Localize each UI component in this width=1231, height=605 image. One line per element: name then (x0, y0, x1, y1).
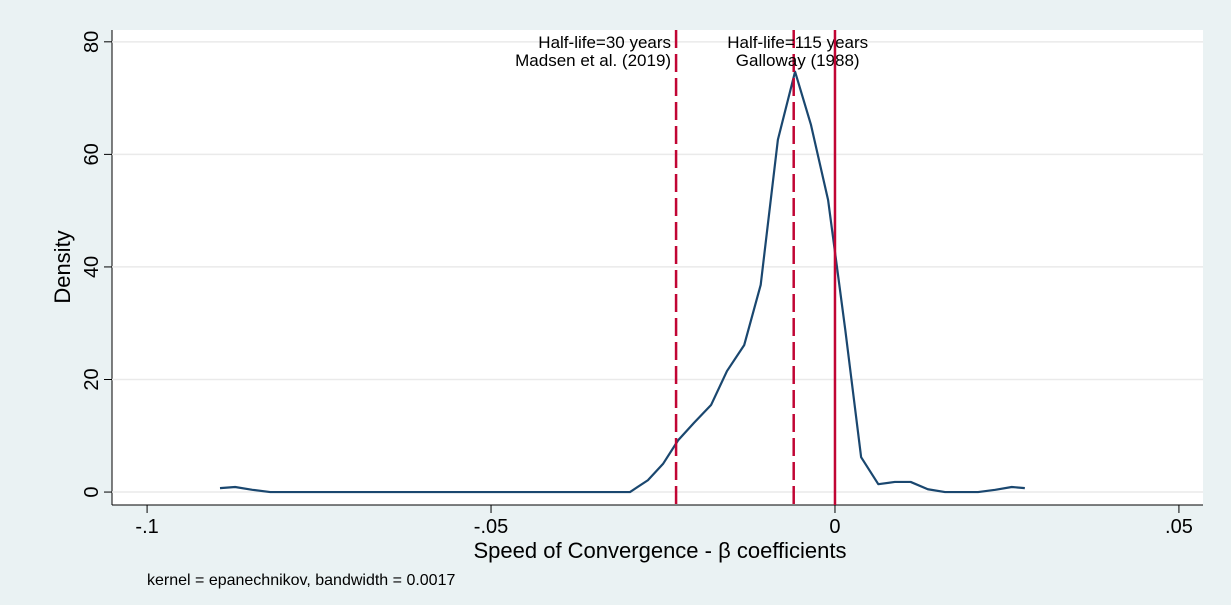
note: kernel = epanechnikov, bandwidth = 0.001… (147, 572, 455, 589)
x-axis-label: Speed of Convergence - β coefficients (473, 538, 846, 563)
y-tick-label: 40 (81, 256, 103, 278)
y-tick-label: 20 (81, 368, 103, 390)
x-tick-label: -.1 (135, 516, 158, 538)
annotation: Madsen et al. (2019) (515, 51, 671, 70)
x-tick-label: -.05 (474, 516, 508, 538)
annotation: Half-life=30 years (538, 33, 671, 52)
y-axis-label: Density (50, 230, 75, 303)
x-tick-label: 0 (829, 516, 840, 538)
annotation: Galloway (1988) (736, 51, 860, 70)
y-tick-label: 0 (81, 486, 103, 497)
x-tick-label: .05 (1165, 516, 1193, 538)
annotation: Half-life=115 years (727, 33, 868, 52)
y-tick-label: 60 (81, 143, 103, 165)
density-line (219, 70, 1025, 494)
y-tick-label: 80 (81, 31, 103, 53)
